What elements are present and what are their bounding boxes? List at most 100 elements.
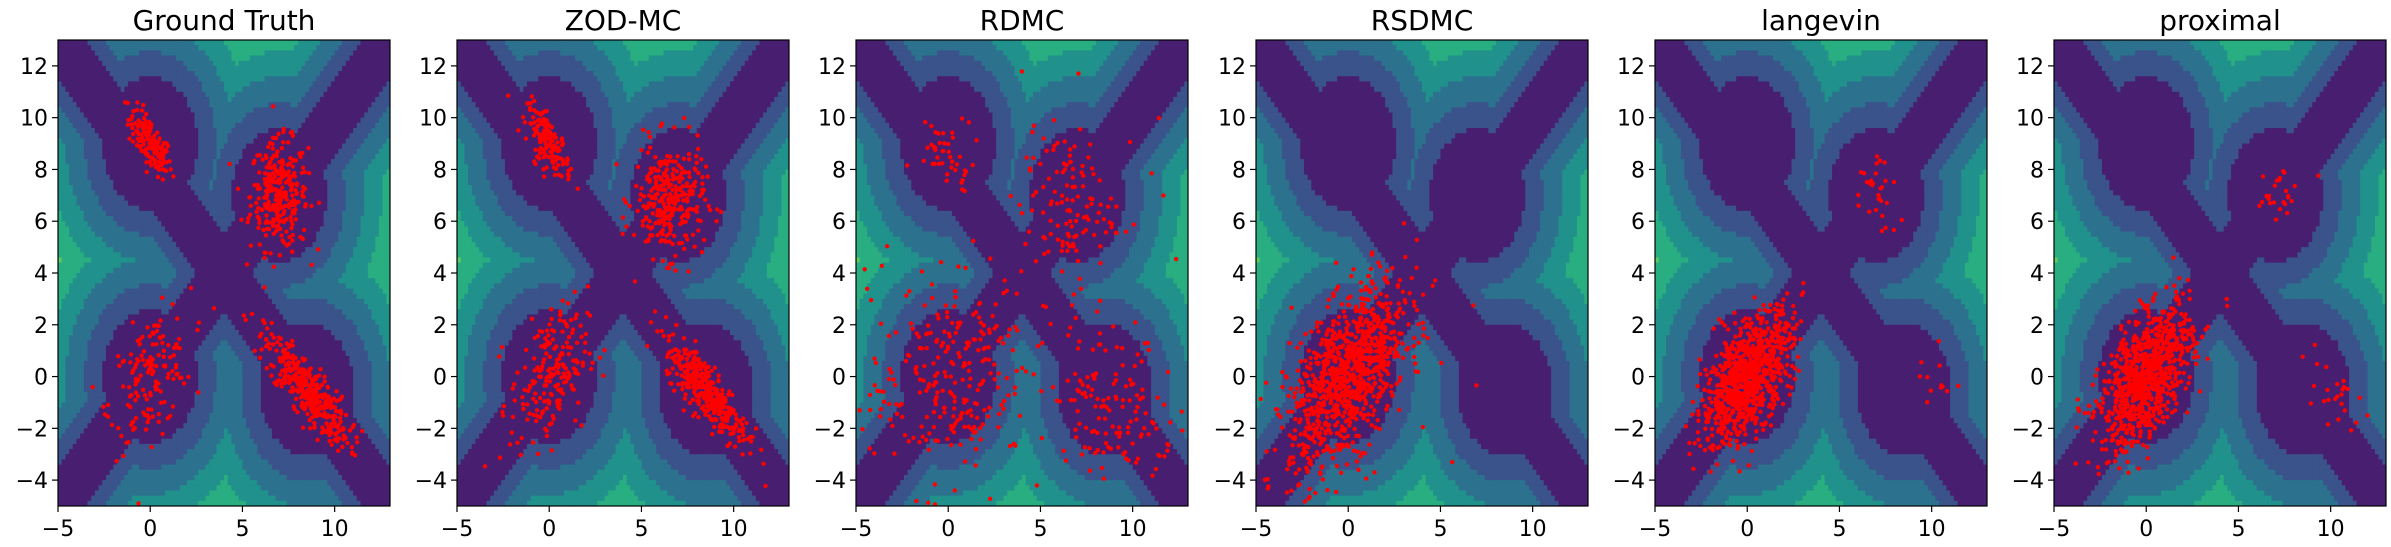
data-point	[296, 389, 301, 395]
data-point	[987, 405, 992, 410]
contour-background	[2054, 40, 2386, 506]
data-point	[1719, 419, 1724, 424]
data-point	[1330, 335, 1336, 340]
data-point	[717, 424, 722, 430]
data-point	[1286, 459, 1292, 464]
data-point	[670, 366, 675, 371]
data-point	[716, 378, 721, 383]
data-point	[521, 406, 526, 412]
data-point	[545, 135, 551, 140]
data-point	[1726, 361, 1731, 366]
data-point	[1784, 347, 1789, 352]
data-point	[1280, 384, 1285, 390]
data-point	[512, 382, 517, 387]
data-point	[1721, 374, 1726, 379]
data-point	[1883, 225, 1888, 230]
data-point	[1099, 465, 1105, 471]
data-point	[1103, 431, 1109, 436]
data-point	[1759, 395, 1765, 400]
data-point	[573, 316, 578, 321]
data-point	[1346, 371, 1351, 376]
data-point	[144, 160, 149, 165]
data-point	[993, 302, 998, 307]
data-point	[1117, 434, 1122, 439]
data-point	[1338, 382, 1343, 388]
data-point	[1421, 292, 1426, 297]
data-point	[1741, 411, 1746, 416]
data-point	[293, 217, 298, 222]
data-point	[300, 425, 306, 430]
data-point	[1416, 322, 1421, 327]
data-point	[661, 183, 666, 188]
data-point	[264, 366, 270, 371]
data-point	[1769, 338, 1774, 343]
data-point	[1738, 382, 1743, 388]
y-tick-label: −2	[16, 417, 48, 442]
data-point	[676, 360, 682, 366]
data-point	[1749, 448, 1755, 454]
data-point	[143, 427, 149, 432]
data-point	[1761, 427, 1766, 433]
data-point	[1348, 332, 1353, 337]
data-point	[1371, 394, 1376, 399]
data-point	[332, 423, 338, 429]
data-point	[289, 184, 294, 190]
data-point	[1080, 184, 1086, 189]
data-point	[1082, 445, 1088, 450]
data-point	[1333, 392, 1338, 397]
data-point	[1780, 401, 1786, 407]
data-point	[1382, 328, 1388, 333]
data-point	[649, 201, 654, 207]
data-point	[1374, 354, 1380, 360]
data-point	[1308, 458, 1313, 464]
data-point	[556, 365, 561, 370]
data-point	[139, 136, 144, 141]
data-point	[137, 337, 142, 342]
data-point	[1401, 311, 1406, 316]
data-point	[951, 339, 956, 344]
data-point	[905, 352, 911, 358]
data-point	[550, 413, 556, 419]
data-point	[130, 368, 136, 373]
data-point	[1707, 377, 1713, 382]
data-point	[624, 224, 629, 229]
data-point	[566, 301, 571, 306]
data-point	[668, 227, 673, 233]
data-point	[151, 323, 157, 328]
data-point	[274, 198, 280, 203]
data-point	[957, 354, 962, 359]
data-point	[1337, 352, 1342, 357]
data-point	[1324, 415, 1330, 420]
data-point	[291, 173, 296, 178]
data-point	[239, 217, 244, 222]
data-point	[141, 129, 146, 134]
data-point	[1356, 467, 1361, 472]
data-point	[304, 378, 309, 383]
data-point	[639, 147, 644, 153]
data-point	[727, 412, 733, 417]
data-point	[522, 365, 528, 370]
data-point	[929, 123, 934, 129]
data-point	[1082, 390, 1087, 396]
data-point	[306, 170, 312, 176]
data-point	[1026, 229, 1032, 234]
data-point	[652, 309, 658, 314]
data-point	[1754, 374, 1760, 379]
data-point	[585, 284, 591, 289]
data-point	[1737, 374, 1743, 379]
data-point	[1077, 421, 1082, 426]
data-point	[931, 424, 937, 430]
data-point	[540, 411, 545, 416]
y-tick-label: 4	[1631, 262, 1645, 287]
data-point	[1134, 393, 1140, 398]
data-point	[1709, 369, 1714, 375]
data-point	[1928, 388, 1934, 393]
data-point	[1335, 370, 1340, 376]
y-tick-label: 8	[1631, 158, 1645, 183]
data-point	[602, 348, 607, 353]
data-point	[153, 382, 159, 388]
data-point	[1781, 297, 1786, 302]
data-point	[562, 374, 568, 379]
data-point	[101, 404, 106, 409]
data-point	[1075, 346, 1081, 351]
